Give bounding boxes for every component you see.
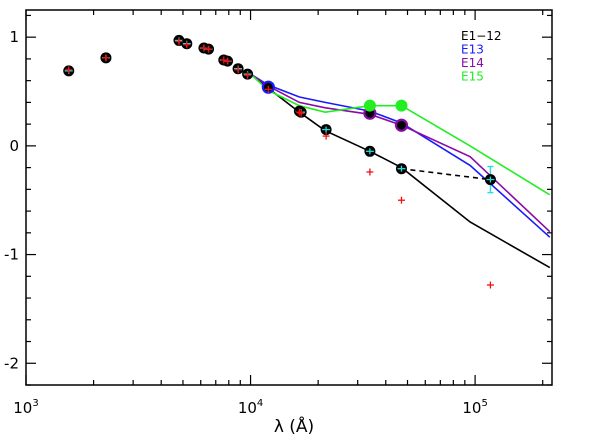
line-e14 [250,73,551,233]
x-tick-base: 10 [13,399,32,417]
x-tick-base: 10 [462,399,481,417]
x-tick-label: 103 [13,398,38,417]
x-tick-labels: 103 104 105 [13,398,488,417]
y-tick-labels: 1 0 -1 -2 [4,28,19,372]
series-marker-e15 [363,99,376,112]
x-tick-exponent: 3 [32,398,38,409]
y-tick-label: -1 [4,246,19,264]
legend-entry: E15 [461,70,484,84]
line-e13 [250,73,551,238]
observed-points [63,34,496,194]
axis-ticks [25,10,552,386]
legend-entry: E13 [461,43,484,57]
legend-entry: E1−12 [461,29,502,43]
y-tick-label: 0 [9,137,19,155]
y-tick-label: 1 [9,28,19,46]
dashed-extrapolation-line [401,167,491,181]
legend-entry: E14 [461,56,484,70]
x-tick-label: 104 [238,398,263,417]
x-axis-title: λ (Å) [274,415,314,437]
series-marker-e14 [394,118,409,132]
series-marker-e15 [395,99,408,112]
model-crosses [65,38,494,289]
x-tick-exponent: 5 [481,398,487,409]
plot-frame [25,9,553,386]
x-tick-exponent: 4 [257,398,263,409]
y-tick-label: -2 [4,354,19,372]
line-e15 [250,73,551,196]
x-tick-label: 105 [462,398,487,417]
x-tick-base: 10 [238,399,257,417]
